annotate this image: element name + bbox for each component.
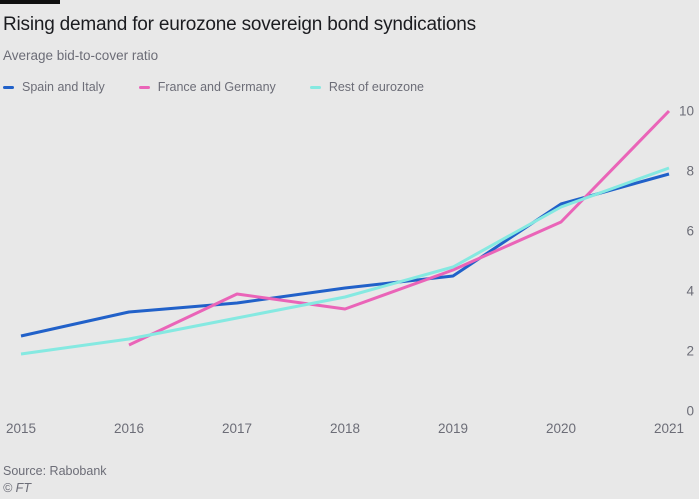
x-axis-tick-label: 2016	[114, 421, 144, 436]
x-axis-tick-label: 2015	[6, 421, 36, 436]
legend-item-rest-eurozone: Rest of eurozone	[309, 80, 425, 94]
series-line-rest-of-eurozone	[20, 166, 670, 356]
y-axis-tick-label: 2	[686, 344, 694, 359]
legend-item-france-germany: France and Germany	[138, 80, 276, 94]
x-axis-tick-label: 2021	[654, 421, 684, 436]
x-axis-tick-label: 2020	[546, 421, 576, 436]
y-axis-tick-label: 10	[679, 104, 694, 119]
y-axis-tick-label: 8	[686, 164, 694, 179]
x-axis-tick-label: 2018	[330, 421, 360, 436]
chart-legend: Spain and Italy France and Germany Rest …	[3, 80, 458, 94]
legend-swatch-icon	[138, 85, 150, 89]
x-axis-tick-label: 2019	[438, 421, 468, 436]
ft-top-bar	[0, 0, 60, 4]
chart-subtitle: Average bid-to-cover ratio	[3, 48, 159, 63]
legend-swatch-icon	[3, 85, 14, 89]
legend-label: France and Germany	[157, 80, 276, 94]
series-line-spain-and-italy	[20, 172, 670, 338]
y-axis-tick-label: 0	[686, 404, 694, 419]
legend-label: Rest of eurozone	[328, 80, 425, 94]
legend-item-spain-italy: Spain and Italy	[3, 80, 105, 94]
ft-copyright: © FT	[3, 481, 31, 495]
y-axis-tick-label: 4	[686, 284, 694, 299]
y-axis-tick-label: 6	[686, 224, 694, 239]
legend-label: Spain and Italy	[22, 80, 105, 94]
x-axis-tick-label: 2017	[222, 421, 252, 436]
source-note: Source: Rabobank	[3, 464, 107, 478]
page-title: Rising demand for eurozone sovereign bon…	[3, 14, 476, 35]
legend-swatch-icon	[309, 85, 321, 89]
series-line-france-and-germany	[128, 109, 671, 347]
